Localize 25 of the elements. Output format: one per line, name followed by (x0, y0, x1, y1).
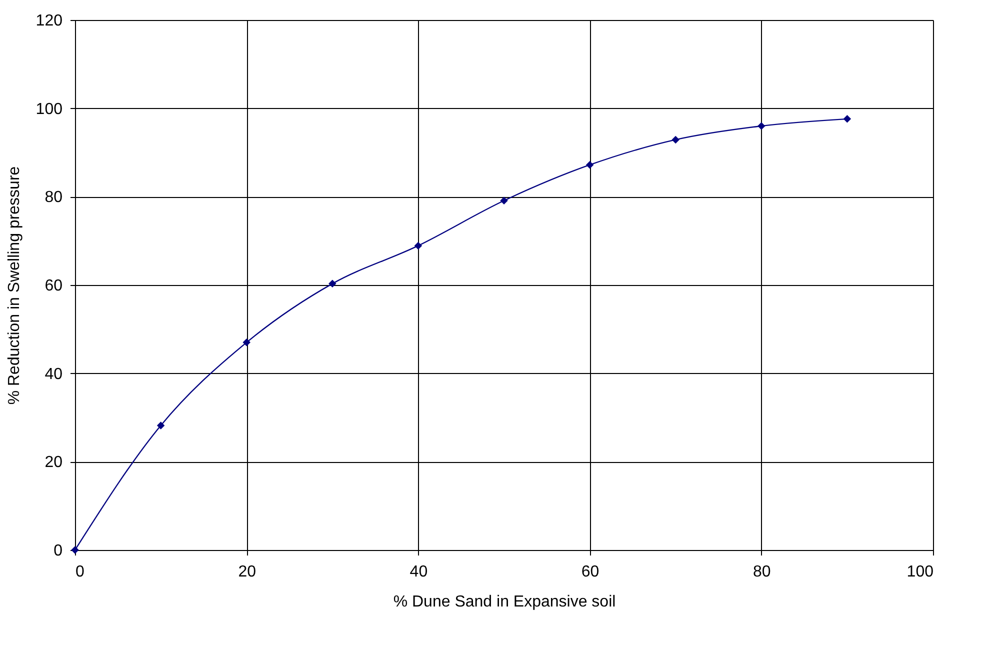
y-tick-label: 0 (54, 542, 63, 560)
x-tick-label: 100 (906, 564, 934, 580)
y-tick-label: 120 (36, 12, 63, 30)
point (242, 338, 250, 346)
point (672, 136, 680, 144)
x-tick-label: 20 (238, 564, 256, 580)
y-tick-label: 20 (44, 454, 63, 472)
point (414, 242, 422, 250)
x-axis-title: % Dune Sand in Expansive soil (393, 594, 616, 610)
point (328, 280, 336, 288)
x-tick-label: 60 (581, 564, 600, 580)
y-tick-label: 80 (44, 189, 63, 206)
point (758, 122, 766, 130)
point (843, 115, 852, 123)
point (156, 422, 165, 430)
point (71, 546, 79, 554)
y-axis-title: % Reduction in Swelling pressure (6, 166, 23, 405)
y-tick-label: 40 (44, 366, 63, 383)
x-tick-label: 40 (410, 564, 428, 580)
point (500, 196, 508, 205)
point (586, 160, 594, 169)
y-tick-label: 60 (44, 278, 63, 294)
x-tick-label: 80 (753, 564, 771, 580)
y-tick-label: 100 (36, 100, 63, 118)
x-tick-label: 0 (76, 564, 84, 580)
